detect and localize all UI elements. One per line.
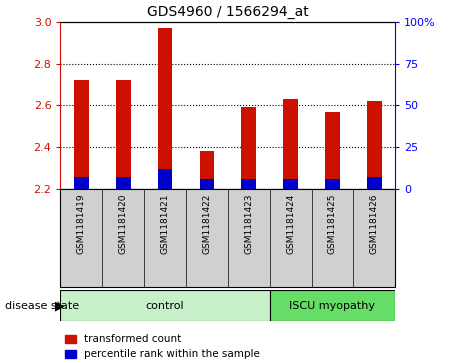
Bar — [116, 80, 131, 189]
Text: GSM1181422: GSM1181422 — [202, 194, 212, 254]
Title: GDS4960 / 1566294_at: GDS4960 / 1566294_at — [147, 5, 309, 19]
Bar — [283, 179, 298, 189]
Text: ▶: ▶ — [55, 299, 65, 312]
Bar — [158, 28, 173, 189]
Text: GSM1181419: GSM1181419 — [77, 194, 86, 254]
Bar — [74, 80, 89, 189]
Text: GSM1181423: GSM1181423 — [244, 194, 253, 254]
Bar — [367, 101, 382, 189]
Text: GSM1181421: GSM1181421 — [160, 194, 170, 254]
Text: disease state: disease state — [5, 301, 79, 311]
Text: GSM1181424: GSM1181424 — [286, 194, 295, 254]
Bar — [116, 177, 131, 189]
Bar — [283, 99, 298, 189]
Text: ISCU myopathy: ISCU myopathy — [290, 301, 375, 311]
Text: control: control — [146, 301, 185, 311]
Bar — [367, 177, 382, 189]
Text: GSM1181420: GSM1181420 — [119, 194, 128, 254]
FancyBboxPatch shape — [60, 290, 270, 321]
Bar — [158, 169, 173, 189]
Bar — [241, 179, 256, 189]
Bar — [325, 111, 340, 189]
Bar — [199, 151, 214, 189]
Bar — [199, 179, 214, 189]
Legend: transformed count, percentile rank within the sample: transformed count, percentile rank withi… — [61, 330, 264, 363]
Bar — [74, 177, 89, 189]
Bar — [325, 179, 340, 189]
Bar — [241, 107, 256, 189]
FancyBboxPatch shape — [270, 290, 395, 321]
Text: GSM1181426: GSM1181426 — [370, 194, 379, 254]
Text: GSM1181425: GSM1181425 — [328, 194, 337, 254]
